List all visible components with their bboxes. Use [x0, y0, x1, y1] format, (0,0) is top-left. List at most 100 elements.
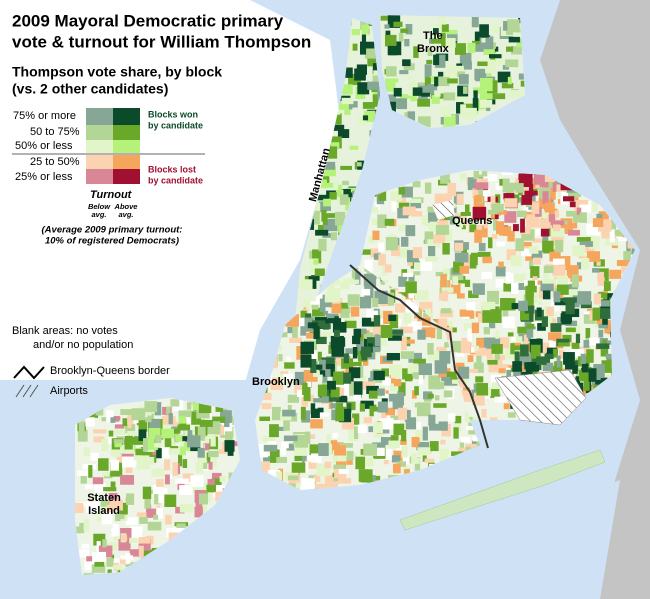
block — [520, 226, 531, 235]
block — [401, 429, 407, 442]
block — [192, 402, 202, 411]
block — [555, 333, 568, 340]
block — [321, 45, 327, 56]
block — [180, 436, 191, 442]
block — [326, 146, 338, 159]
legend-note: 10% of registered Democrats) — [45, 236, 179, 247]
block — [101, 555, 112, 565]
block — [118, 514, 125, 520]
block — [300, 326, 307, 336]
block — [601, 300, 612, 307]
block — [398, 187, 405, 195]
block — [570, 197, 579, 205]
block — [548, 214, 556, 222]
block — [557, 342, 570, 347]
block — [620, 265, 628, 274]
block — [396, 461, 407, 467]
block — [302, 382, 308, 395]
block — [327, 444, 333, 455]
block — [441, 376, 451, 382]
block — [166, 406, 171, 415]
block — [324, 461, 332, 469]
block — [145, 450, 160, 455]
block — [580, 353, 586, 364]
block — [361, 317, 372, 324]
block — [363, 273, 377, 287]
block — [298, 153, 309, 158]
block — [598, 211, 609, 221]
block — [464, 279, 471, 288]
block — [424, 64, 432, 78]
block — [176, 523, 186, 528]
block — [197, 447, 205, 458]
block — [440, 439, 446, 445]
block — [503, 21, 512, 31]
block — [114, 428, 126, 436]
block — [135, 448, 146, 456]
block — [445, 37, 456, 48]
block — [322, 216, 328, 226]
block — [571, 274, 579, 288]
block — [346, 403, 352, 413]
legend-label: 75% or more — [13, 110, 76, 122]
block — [368, 390, 378, 399]
block — [410, 92, 417, 102]
block — [346, 187, 358, 193]
block — [299, 164, 308, 179]
block — [499, 178, 506, 186]
block — [558, 349, 565, 359]
block — [429, 441, 439, 452]
block — [467, 42, 476, 53]
block — [372, 447, 385, 456]
block — [275, 471, 282, 485]
block — [111, 528, 119, 537]
block — [360, 249, 371, 255]
block — [583, 379, 590, 391]
block — [259, 392, 272, 400]
block — [154, 443, 162, 448]
block — [370, 248, 381, 258]
block — [578, 200, 592, 213]
legend-label: 25% or less — [15, 171, 73, 183]
block — [332, 109, 341, 115]
block — [383, 310, 393, 325]
block — [473, 87, 486, 94]
block — [497, 364, 509, 373]
block — [96, 516, 102, 522]
block — [439, 351, 451, 364]
block — [405, 281, 417, 294]
block — [414, 386, 419, 396]
block — [435, 224, 450, 235]
block-group — [300, 313, 403, 423]
block — [400, 439, 407, 445]
block — [498, 355, 506, 360]
block — [388, 314, 397, 322]
block — [357, 82, 370, 95]
block — [381, 265, 387, 276]
block — [367, 81, 380, 90]
block — [287, 412, 298, 422]
block — [165, 474, 170, 485]
block — [341, 358, 354, 369]
block — [227, 442, 234, 456]
block — [259, 297, 266, 308]
block — [311, 352, 322, 362]
block — [147, 521, 162, 531]
block — [324, 66, 335, 75]
block — [304, 460, 317, 469]
block — [93, 533, 106, 546]
block — [526, 214, 540, 228]
block — [472, 206, 487, 220]
block — [507, 412, 516, 418]
block — [172, 462, 178, 476]
block — [377, 401, 388, 413]
block — [368, 236, 375, 244]
block — [412, 422, 422, 430]
block — [168, 413, 173, 425]
block — [277, 426, 286, 431]
block — [355, 271, 361, 285]
block — [284, 362, 295, 369]
block — [314, 103, 322, 112]
block — [483, 174, 497, 182]
legend-won: Blocks won — [148, 109, 198, 119]
